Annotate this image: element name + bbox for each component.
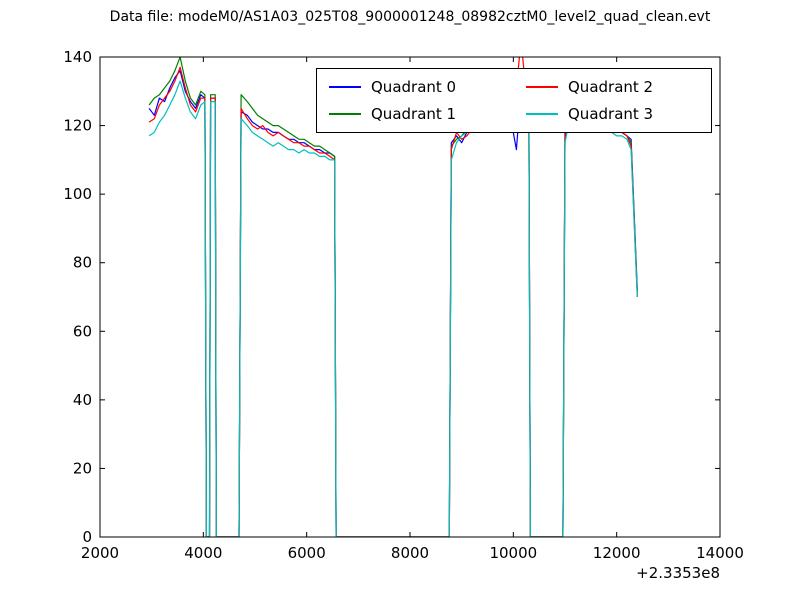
y-tick-label: 60 (73, 322, 92, 340)
y-tick-label: 140 (63, 48, 92, 66)
legend-entry-quadrant-1: Quadrant 1 (317, 105, 514, 123)
quadrant-2-line-sample (526, 86, 558, 88)
legend-entry-quadrant-2: Quadrant 2 (514, 78, 711, 96)
x-tick-label: 4000 (184, 544, 222, 562)
x-tick-label: 14000 (696, 544, 744, 562)
x-tick-label: 12000 (593, 544, 641, 562)
y-tick-label: 40 (73, 391, 92, 409)
x-axis-offset-label: +2.3353e8 (636, 564, 720, 582)
y-tick-label: 0 (82, 528, 92, 546)
legend: Quadrant 0 Quadrant 2 Quadrant 1 Quadran… (316, 68, 712, 133)
y-tick-label: 120 (63, 117, 92, 135)
x-tick-label: 2000 (81, 544, 119, 562)
series-line-quadrant-3 (148, 80, 638, 537)
quadrant-3-line-sample (526, 113, 558, 115)
x-tick-label: 6000 (288, 544, 326, 562)
y-tick-label: 20 (73, 459, 92, 477)
y-tick-label: 100 (63, 185, 92, 203)
x-tick-label: 8000 (391, 544, 429, 562)
chart-title: Data file: modeM0/AS1A03_025T08_90000012… (109, 9, 711, 25)
x-tick-label: 10000 (489, 544, 537, 562)
legend-entry-quadrant-0: Quadrant 0 (317, 78, 514, 96)
quadrant-1-line-sample (329, 113, 361, 115)
legend-label-quadrant-0: Quadrant 0 (371, 78, 457, 96)
legend-label-quadrant-3: Quadrant 3 (568, 105, 654, 123)
y-tick-label: 80 (73, 254, 92, 272)
legend-label-quadrant-2: Quadrant 2 (568, 78, 654, 96)
legend-entry-quadrant-3: Quadrant 3 (514, 105, 711, 123)
legend-label-quadrant-1: Quadrant 1 (371, 105, 457, 123)
quadrant-0-line-sample (329, 86, 361, 88)
